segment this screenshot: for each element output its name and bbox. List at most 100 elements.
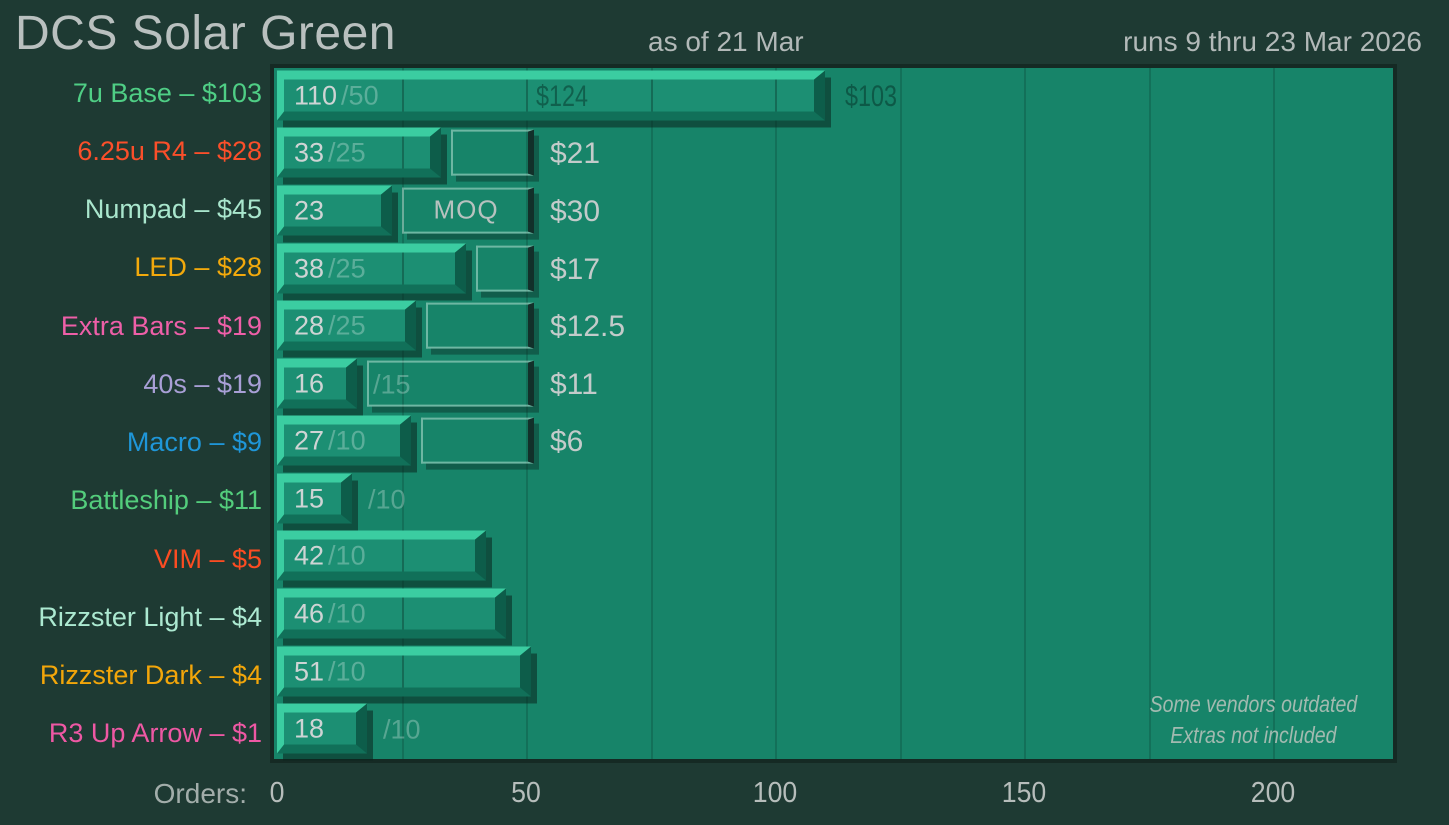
bar-row: 23 MOQ $30 [274,183,1393,241]
order-bar: 46/10 [277,588,506,639]
order-bar: 27/10 [277,415,411,466]
break-price: $11 [550,367,598,401]
price-mark: $124 [536,79,589,113]
goal-count: /10 [383,714,421,745]
price-break-box [451,129,534,176]
bar-value: 23 [294,194,324,226]
plot-area: 110/50 $124 $103 33/25 $21 23 MOQ $30 38/25 $17 28… [270,64,1397,763]
bar-row: 18/10 [274,701,1393,759]
bar-value: 15 [294,482,324,514]
bar-gridline-notch [650,79,653,112]
bar-row: 51/10 [274,644,1393,702]
run-dates: runs 9 thru 23 Mar 2026 [1123,26,1422,57]
bar-row: 16/15 $11 [274,356,1393,414]
bar-row: 15/10 [274,471,1393,529]
goal-count: /50 [341,80,379,111]
bar-gridline-notch [775,79,777,112]
order-bar: 38/25 [277,243,466,294]
goal-count: /10 [328,540,366,571]
category-label: Extra Bars – $19 [60,310,262,341]
order-bar: 42/10 [277,530,486,581]
current-count: 23 [294,195,325,226]
bar-gridline-notch [401,252,404,285]
bar-gridline-notch [401,655,404,688]
price-mark: $103 [845,79,898,113]
bar-gridline-notch [401,79,404,112]
category-label: Macro – $9 [126,427,262,458]
current-count: 46 [294,598,325,629]
order-bar: 18 [277,703,367,754]
bar-value: 46/10 [294,597,366,629]
bar-value: 42/10 [294,540,366,572]
break-price: $12.5 [550,310,626,344]
gridline [526,68,528,759]
category-label: Numpad – $45 [84,194,262,225]
gridline [401,68,404,759]
row-labels: 7u Base – $103 6.25u R4 – $28 Numpad – $45… [0,64,262,763]
footnote-line-1: Some vendors outdated [1149,691,1357,717]
bar-gridline-notch [401,539,404,572]
bar-row: 42/10 [274,529,1393,587]
price-break-box [367,360,534,407]
x-axis-tick: 50 [511,777,541,809]
bar-value: 51/10 [294,655,366,687]
price-break-box: MOQ [402,187,534,234]
bar-value: 28/25 [294,310,366,342]
gridline [899,68,902,759]
bar-value: 18 [294,713,324,745]
category-label: Rizzster Light – $4 [38,601,262,632]
page-title: DCS Solar Green [15,7,396,60]
order-bar: 15 [277,473,352,524]
price-break-box [426,302,534,349]
category-label: LED – $28 [134,252,262,283]
current-count: 110 [294,80,338,111]
goal-count: /25 [328,310,366,341]
current-count: 18 [294,713,325,744]
footnote: Some vendors outdated Extras not include… [1149,689,1357,751]
order-bar: 33/25 [277,127,441,178]
x-axis-tick: 0 [269,777,285,809]
x-axis-tick: 150 [1001,777,1047,809]
bar-row: 28/25 $12.5 [274,298,1393,356]
gridline [1148,68,1151,759]
bar-value: 110/50 [294,79,379,111]
gridline [1273,68,1275,759]
category-label: 7u Base – $103 [72,77,262,108]
bar-row: 27/10 $6 [274,413,1393,471]
order-bar: 28/25 [277,300,416,351]
bar-value: 33/25 [294,137,366,169]
break-price: $21 [550,137,601,171]
break-price: $30 [550,194,601,228]
goal-count: /25 [328,137,366,168]
category-label: 6.25u R4 – $28 [77,135,262,166]
goal-count: /10 [368,484,406,515]
x-axis-label: Orders: [153,778,247,809]
bar-row: 38/25 $17 [274,241,1393,299]
gridline [650,68,653,759]
current-count: 15 [294,483,325,514]
break-price: $17 [550,252,601,286]
bar-row: 46/10 [274,586,1393,644]
goal-count: /15 [373,369,411,400]
gridline [1024,68,1026,759]
bar-row: 33/25 $21 [274,126,1393,184]
goal-count: /10 [328,598,366,629]
current-count: 38 [294,253,325,284]
bar-gridline-notch [401,597,404,630]
price-break-box [476,245,534,292]
bar-row: 110/50 $124 $103 [274,68,1393,126]
footnote-line-2: Extras not included [1170,722,1337,748]
bar-gridline-notch [401,136,404,169]
break-price: $6 [550,425,584,459]
bar-value: 38/25 [294,252,366,284]
current-count: 51 [294,656,325,687]
goal-count: /10 [328,425,366,456]
category-label: Battleship – $11 [70,485,262,516]
bar-gridline-notch [526,79,528,112]
order-bar: 110/50 [277,70,825,121]
moq-label: MOQ [433,195,499,226]
current-count: 27 [294,425,325,456]
bar-value: 16 [294,367,324,399]
order-bar: 23 [277,185,392,236]
goal-count: /10 [328,656,366,687]
